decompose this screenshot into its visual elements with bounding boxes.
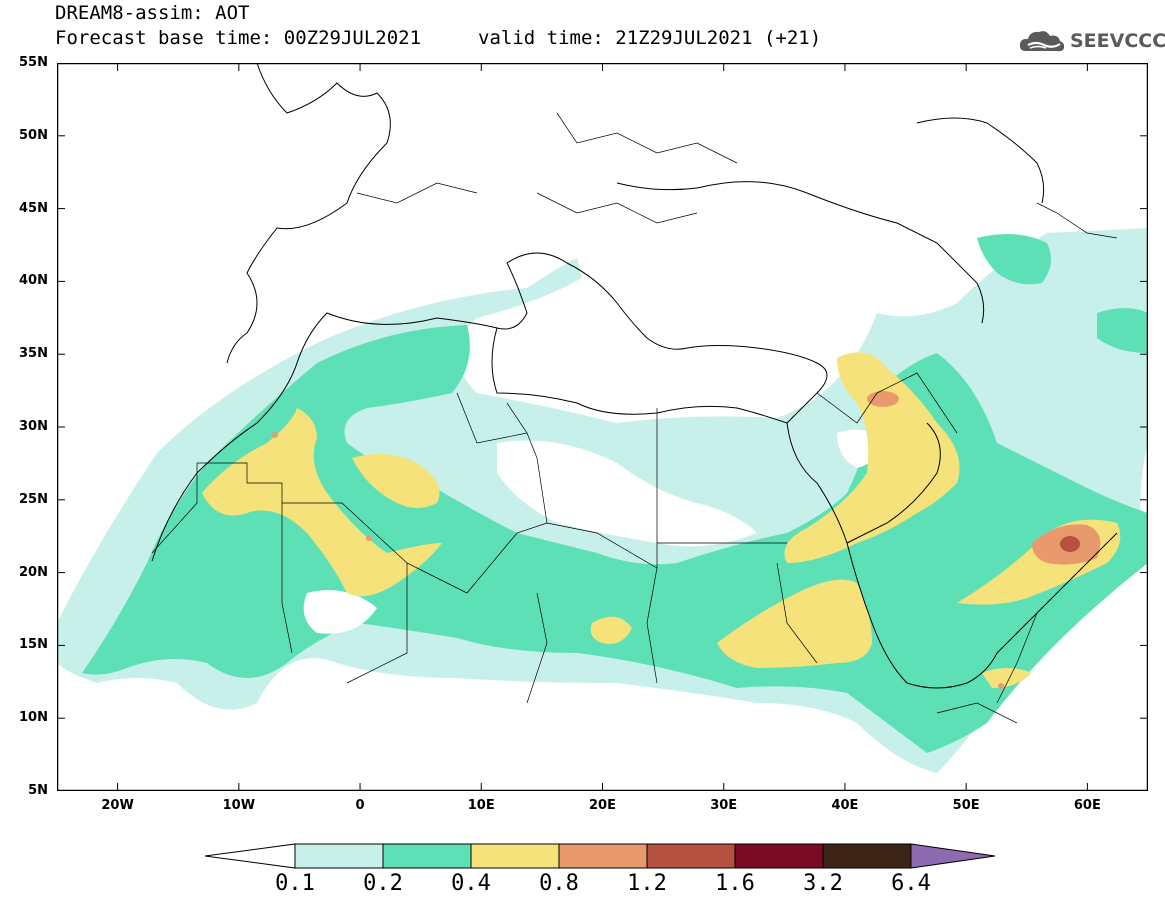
colorbar-bin-4 xyxy=(558,843,648,869)
lat-label: 40N xyxy=(19,273,48,289)
lon-label: 10W xyxy=(222,798,256,813)
colorbar-tick-label: 0.1 xyxy=(275,871,315,896)
lat-label: 10N xyxy=(19,710,48,726)
lon-label: 20E xyxy=(589,798,616,813)
cloud-icon xyxy=(1019,31,1065,52)
lon-label: 10E xyxy=(467,798,495,813)
lat-label: 35N xyxy=(19,346,48,362)
colorbar-bin-7 xyxy=(822,843,912,869)
colorbar-bin-3 xyxy=(470,843,560,869)
forecast-base-time: Forecast base time: 00Z29JUL2021 xyxy=(55,27,422,49)
aot-band-1-2 xyxy=(1060,536,1080,552)
lon-label: 20W xyxy=(101,798,134,813)
colorbar-tick-label: 3.2 xyxy=(803,871,843,896)
lon-label: 30E xyxy=(710,798,738,813)
colorbar-under-arrow xyxy=(205,843,296,869)
lon-label: 60E xyxy=(1073,798,1101,813)
lat-label: 25N xyxy=(19,491,48,507)
colorbar-tick-label: 1.6 xyxy=(715,871,755,896)
colorbar-tick-label: 0.2 xyxy=(363,871,403,896)
lat-label: 20N xyxy=(19,564,48,580)
lon-label: 0 xyxy=(355,798,365,813)
colorbar-tick-label: 0.8 xyxy=(539,871,579,896)
lat-label: 50N xyxy=(19,127,48,143)
colorbar-bin-1 xyxy=(294,843,384,869)
logo-text: SEEVCCC xyxy=(1070,30,1165,52)
aot-band-0-4 xyxy=(202,352,1121,688)
colorbar-bin-2 xyxy=(382,843,472,869)
colorbar-bin-5 xyxy=(646,843,736,869)
colorbar xyxy=(205,843,996,869)
colorbar-tick-label: 6.4 xyxy=(891,871,931,896)
colorbar-tick-label: 0.4 xyxy=(451,871,491,896)
lat-label: 45N xyxy=(19,200,48,216)
lon-label: 40E xyxy=(831,798,859,813)
seevccc-logo: SEEVCCC xyxy=(1018,27,1165,55)
colorbar-tick-label: 1.2 xyxy=(627,871,667,896)
lon-label: 50E xyxy=(952,798,980,813)
map-title: DREAM8-assim: AOT xyxy=(55,2,250,24)
valid-time: valid time: 21Z29JUL2021 (+21) xyxy=(478,27,822,49)
colorbar-bin-6 xyxy=(734,843,824,869)
lat-label: 30N xyxy=(19,419,48,434)
lat-label: 5N xyxy=(28,783,48,798)
colorbar-over-arrow xyxy=(910,843,996,869)
lat-label: 55N xyxy=(19,55,48,70)
aot-map xyxy=(57,63,1148,791)
lat-label: 15N xyxy=(19,637,48,653)
country-borders xyxy=(151,112,1118,724)
